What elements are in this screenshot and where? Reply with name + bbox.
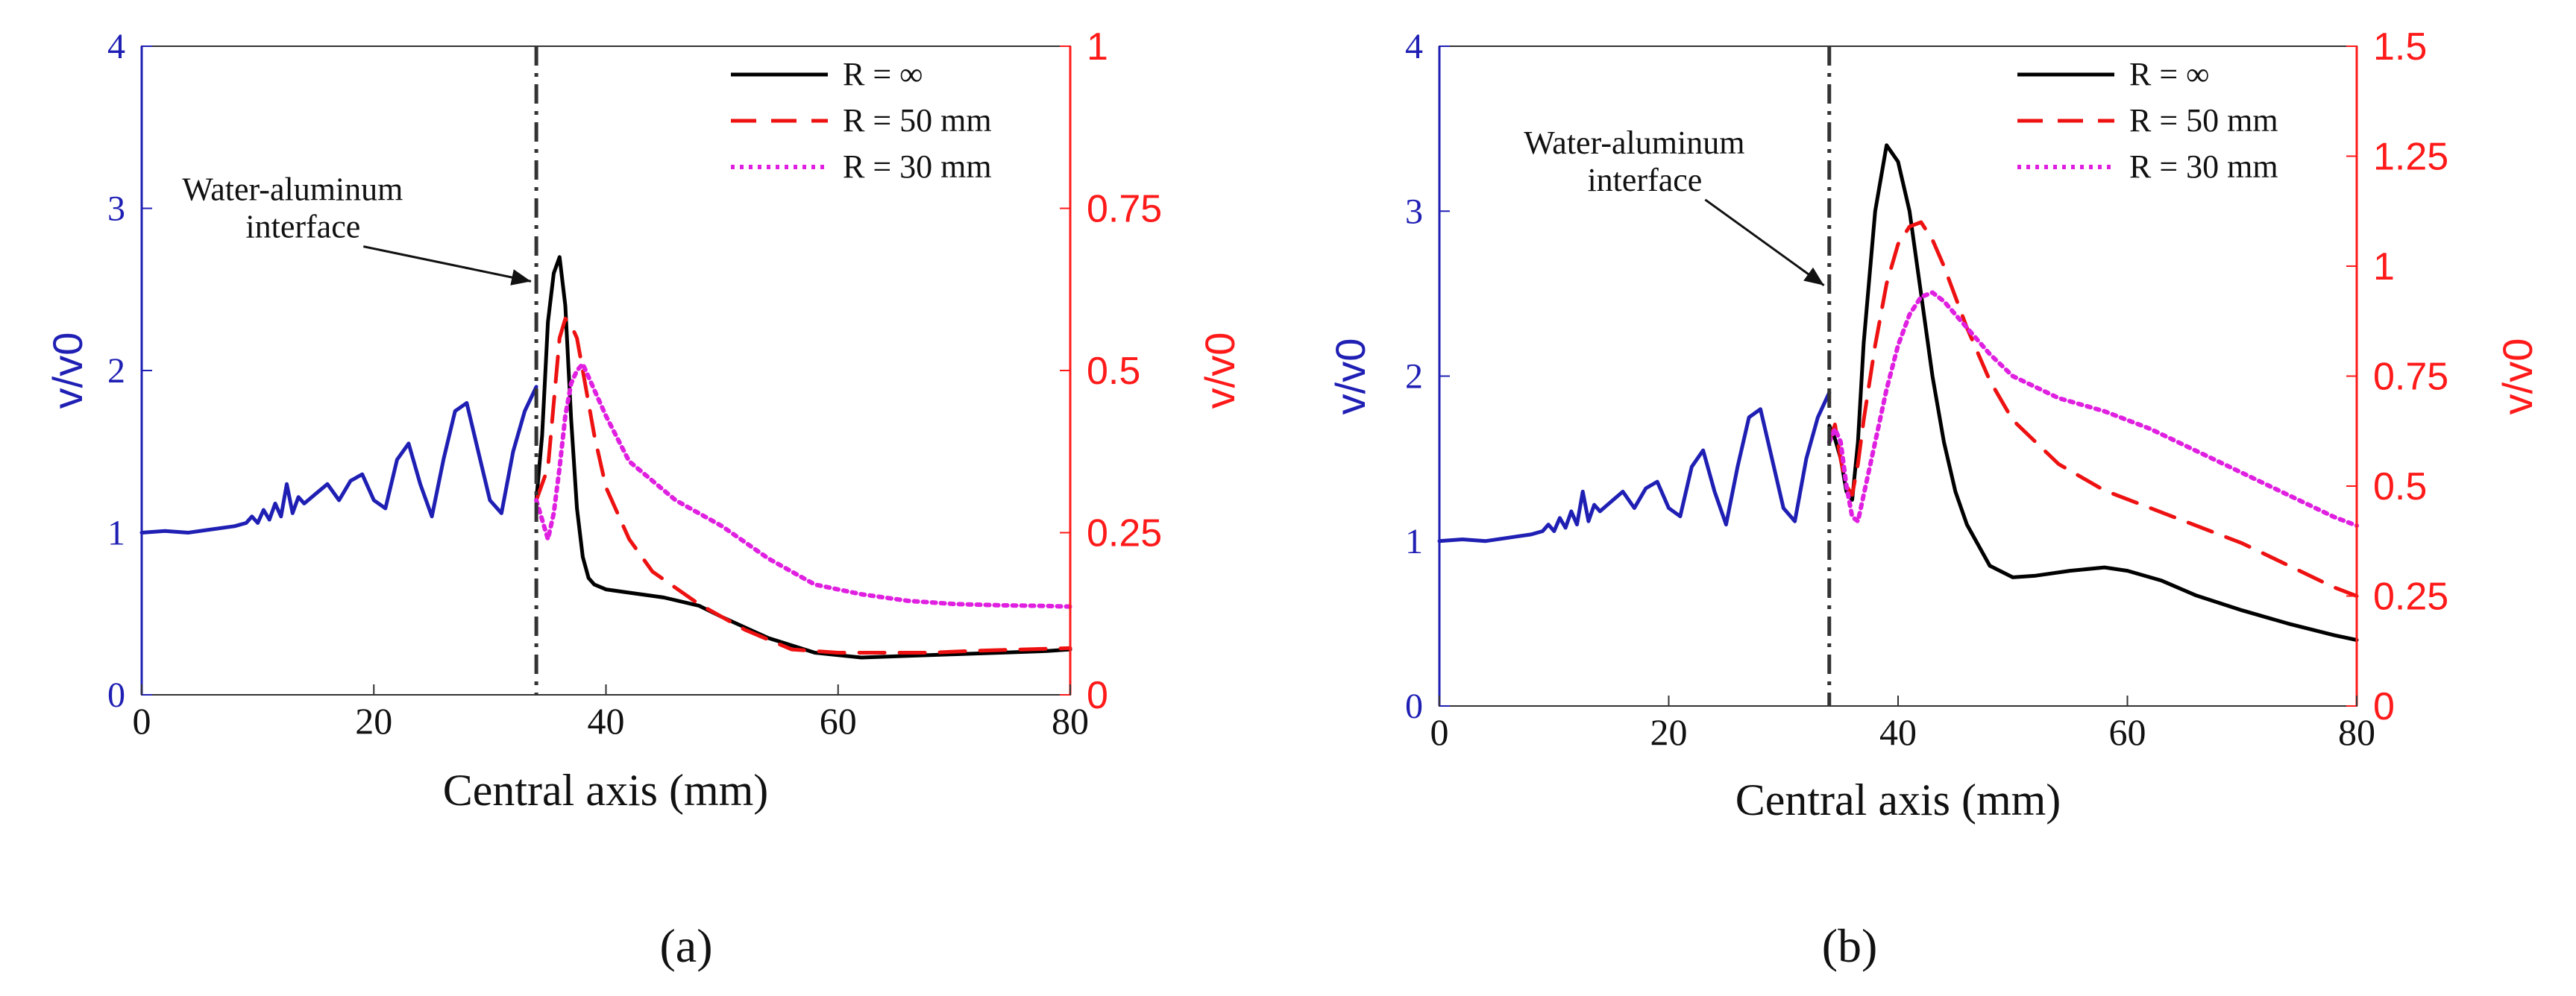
y-right-tick-label: 0.25 xyxy=(2373,576,2448,619)
y-right-tick-label: 0.5 xyxy=(2373,465,2427,508)
y-right-tick-label: 1 xyxy=(2373,245,2395,289)
left-axis-a: 0 1 2 3 4 xyxy=(107,27,152,715)
y-right-tick-label: 1.5 xyxy=(2373,25,2427,69)
right-axis-a: 0 0.25 0.5 0.75 1 xyxy=(1060,25,1162,717)
y-axis-label-left-b: v/v0 xyxy=(1327,338,1374,415)
y-left-tick-label: 0 xyxy=(1405,687,1423,726)
right-axis-b: 0 0.25 0.5 0.75 1 1.25 1.5 xyxy=(2346,25,2448,728)
annotation-arrow-b xyxy=(1704,198,1825,287)
x-tick-label: 60 xyxy=(2109,711,2146,753)
series-r-infinity xyxy=(534,255,1072,660)
annotation-line2-b: interface xyxy=(1587,162,1702,198)
y-right-tick-label: 0 xyxy=(2373,685,2395,728)
x-axis-label-a: Central axis (mm) xyxy=(443,766,769,815)
annotation-line1-b: Water-aluminum xyxy=(1524,125,1744,161)
series-r-30mm xyxy=(534,362,1072,609)
series-layer-a xyxy=(139,255,1072,660)
x-tick-label: 0 xyxy=(1430,711,1449,753)
y-axis-label-right-a: v/v0 xyxy=(1196,332,1243,409)
x-tick-label: 0 xyxy=(133,700,151,742)
legend-a: R = ∞ R = 50 mm R = 30 mm xyxy=(731,56,992,185)
legend-item-r-infinity: R = ∞ xyxy=(2129,56,2210,92)
x-tick-label: 80 xyxy=(1052,700,1089,742)
x-axis-a: 0 20 40 60 80 xyxy=(133,684,1089,742)
left-axis-b: 0 1 2 3 4 xyxy=(1405,27,1450,726)
interface-annotation-b: Water-aluminum interface xyxy=(1524,125,1825,287)
y-left-tick-label: 2 xyxy=(1405,357,1423,397)
y-left-tick-label: 2 xyxy=(107,351,125,391)
y-axis-label-left-a-text: v/v0 xyxy=(44,332,91,409)
legend-item-r-30mm: R = 30 mm xyxy=(843,148,992,185)
y-axis-label-left-b-text: v/v0 xyxy=(1327,338,1374,415)
legend-item-r-30mm: R = 30 mm xyxy=(2129,148,2278,185)
y-left-tick-label: 0 xyxy=(107,675,125,715)
y-right-tick-label: 0.25 xyxy=(1087,512,1162,555)
y-left-tick-label: 3 xyxy=(1405,192,1423,231)
annotation-arrowhead-b xyxy=(1803,267,1824,286)
x-tick-label: 40 xyxy=(588,700,625,742)
x-tick-label: 40 xyxy=(1879,711,1917,753)
series-r-50mm xyxy=(1827,220,2359,598)
panel-b: 0 1 2 3 4 0 0.25 0.5 0.75 1 1.25 1.5 0 20 40 60 80 Wat… xyxy=(1327,25,2541,972)
y-left-tick-label: 1 xyxy=(1405,522,1423,561)
legend-item-r-infinity: R = ∞ xyxy=(843,56,923,92)
x-axis-b: 0 20 40 60 80 xyxy=(1430,696,2375,753)
y-left-tick-label: 1 xyxy=(107,514,125,553)
y-right-tick-label: 0.75 xyxy=(2373,356,2448,399)
water-region-curve xyxy=(139,385,538,535)
legend-item-r-50mm: R = 50 mm xyxy=(2129,102,2278,139)
series-r-50mm xyxy=(534,316,1072,655)
y-left-tick-label: 3 xyxy=(107,189,125,229)
annotation-arrowhead-a xyxy=(510,269,531,286)
legend-b: R = ∞ R = 50 mm R = 30 mm xyxy=(2017,56,2278,185)
annotation-arrow-a xyxy=(363,245,532,283)
x-tick-label: 80 xyxy=(2338,711,2375,753)
y-right-tick-label: 0 xyxy=(1087,674,1108,717)
series-r-infinity xyxy=(1827,143,2359,642)
panel-caption-a: (a) xyxy=(659,919,712,972)
legend-item-r-50mm: R = 50 mm xyxy=(843,102,992,139)
y-axis-label-left-a: v/v0 xyxy=(44,332,91,409)
plot-frame-a xyxy=(141,45,1071,696)
y-axis-label-right-a-text: v/v0 xyxy=(1196,332,1243,409)
y-left-tick-label: 4 xyxy=(1405,27,1423,66)
y-right-tick-label: 0.5 xyxy=(1087,350,1140,393)
y-axis-label-right-b-text: v/v0 xyxy=(2494,338,2541,415)
x-axis-label-b: Central axis (mm) xyxy=(1735,775,2061,825)
panel-caption-b: (b) xyxy=(1822,919,1878,972)
series-layer-b xyxy=(1437,143,2359,642)
x-tick-label: 20 xyxy=(355,700,392,742)
annotation-line1-a: Water-aluminum xyxy=(182,171,403,208)
y-right-tick-label: 1 xyxy=(1087,25,1108,69)
y-axis-label-right-b: v/v0 xyxy=(2494,338,2541,415)
water-region-curve xyxy=(1437,391,1832,543)
y-right-tick-label: 1.25 xyxy=(2373,136,2448,179)
series-r-30mm xyxy=(1826,290,2359,529)
annotation-line2-a: interface xyxy=(245,209,360,245)
interface-annotation-a: Water-aluminum interface xyxy=(182,171,532,286)
x-tick-label: 60 xyxy=(820,700,857,742)
y-right-tick-label: 0.75 xyxy=(1087,188,1162,231)
x-tick-label: 20 xyxy=(1650,711,1688,753)
panel-a: 0 1 2 3 4 0 0.25 0.5 0.75 1 0 20 40 60 80 Water-alum… xyxy=(44,25,1243,972)
y-left-tick-label: 4 xyxy=(107,27,125,66)
